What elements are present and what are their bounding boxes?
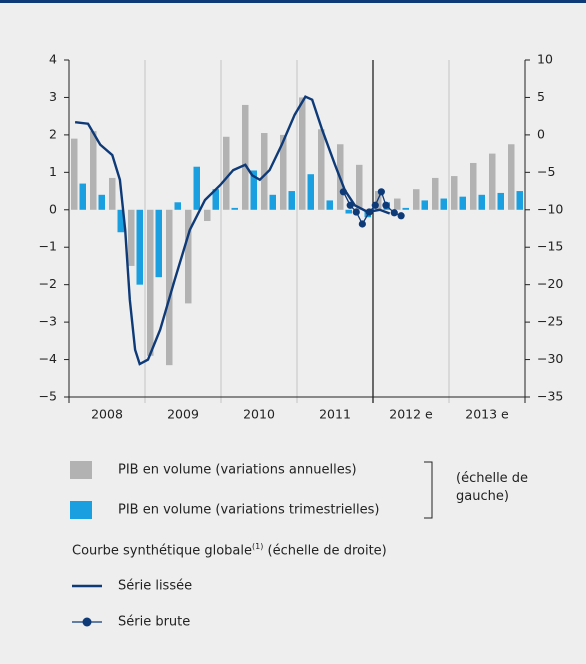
bar [375,191,382,210]
bar [288,191,295,210]
bar [478,194,485,210]
y-tick-label: 2 [49,126,57,141]
y-tick-label: 0 [49,201,57,216]
marker [371,201,379,209]
bar [185,209,192,304]
y2-tick-label: −10 [537,201,563,216]
bar [470,162,477,210]
x-group-label: 2011 [319,407,351,422]
bar [489,153,496,210]
bar [421,200,428,210]
y-tick-label: −4 [39,351,57,366]
y2-tick-label: 0 [537,126,545,141]
legend-scale-left: (échelle de gauche) [456,471,529,504]
bar [204,209,211,222]
bar [242,104,249,210]
bar [516,191,523,210]
bar [98,194,105,210]
y2-tick-label: −20 [537,276,563,291]
marker [382,201,390,209]
bar [128,209,135,266]
y2-tick-label: −25 [537,314,563,329]
bar [413,189,420,210]
y-tick-label: 3 [49,89,57,104]
marker [390,209,398,217]
bar [250,170,257,210]
legend-label: Série brute [118,615,190,630]
line [74,95,391,366]
bar [193,166,200,210]
marker [377,188,385,196]
x-group-label: 2008 [91,407,123,422]
y2-tick-label: −35 [537,389,563,404]
bar [79,183,86,210]
bar [261,133,268,210]
bar [269,194,276,210]
y-tick-label: −2 [39,276,57,291]
bar [223,136,230,210]
marker [352,208,360,216]
legend-marker [82,617,92,627]
bar [147,209,154,356]
bar [136,209,143,285]
top-border [0,0,586,3]
bar [90,131,97,210]
bar [402,207,409,210]
marker [365,208,373,216]
y-tick-label: 1 [49,164,57,179]
bar [117,209,124,233]
bar [497,192,504,210]
bar [155,209,162,278]
legend-label: PIB en volume (variations trimestrielles… [118,503,379,518]
bar [307,174,314,210]
bar [394,198,401,210]
bar [71,138,78,210]
x-group-label: 2013 e [465,407,509,422]
x-group-label: 2012 e [389,407,433,422]
y2-tick-label: −30 [537,351,563,366]
legend-label: Série lissée [118,579,192,594]
bar [280,134,287,210]
y-tick-label: −5 [39,389,57,404]
y2-tick-label: −5 [537,164,555,179]
bar [440,198,447,210]
marker [397,212,405,220]
bar [345,209,352,214]
y2-tick-label: 5 [537,89,545,104]
bar [231,207,238,210]
bar [508,144,515,210]
legend-heading-text: Courbe synthétique globale [72,543,253,559]
marker [339,188,347,196]
marker [346,201,354,209]
line [342,190,402,226]
bar [326,200,333,210]
legend-label: PIB en volume (variations annuelles) [118,463,357,478]
y2-tick-label: 10 [537,52,553,67]
bar [109,177,116,210]
bar [299,97,306,210]
x-group-label: 2009 [167,407,199,422]
bar [356,164,363,210]
y-tick-label: −3 [39,314,57,329]
y2-tick-label: −15 [537,239,563,254]
bar [174,202,181,210]
bar [459,196,466,210]
legend-swatch [70,501,92,519]
legend-scale-right: (échelle de droite) [267,543,387,559]
bar [318,129,325,210]
bar [166,209,173,366]
legend-swatch [70,461,92,479]
bar [212,189,219,210]
bar [432,177,439,210]
y-tick-label: 4 [49,52,57,67]
bar [451,176,458,210]
legend-heading: Courbe synthétique globale(1) (échelle d… [72,542,387,558]
marker [358,220,366,228]
legend-note-ref: (1) [252,542,264,551]
legend-bracket [424,461,433,519]
x-group-label: 2010 [243,407,275,422]
y-tick-label: −1 [39,239,57,254]
